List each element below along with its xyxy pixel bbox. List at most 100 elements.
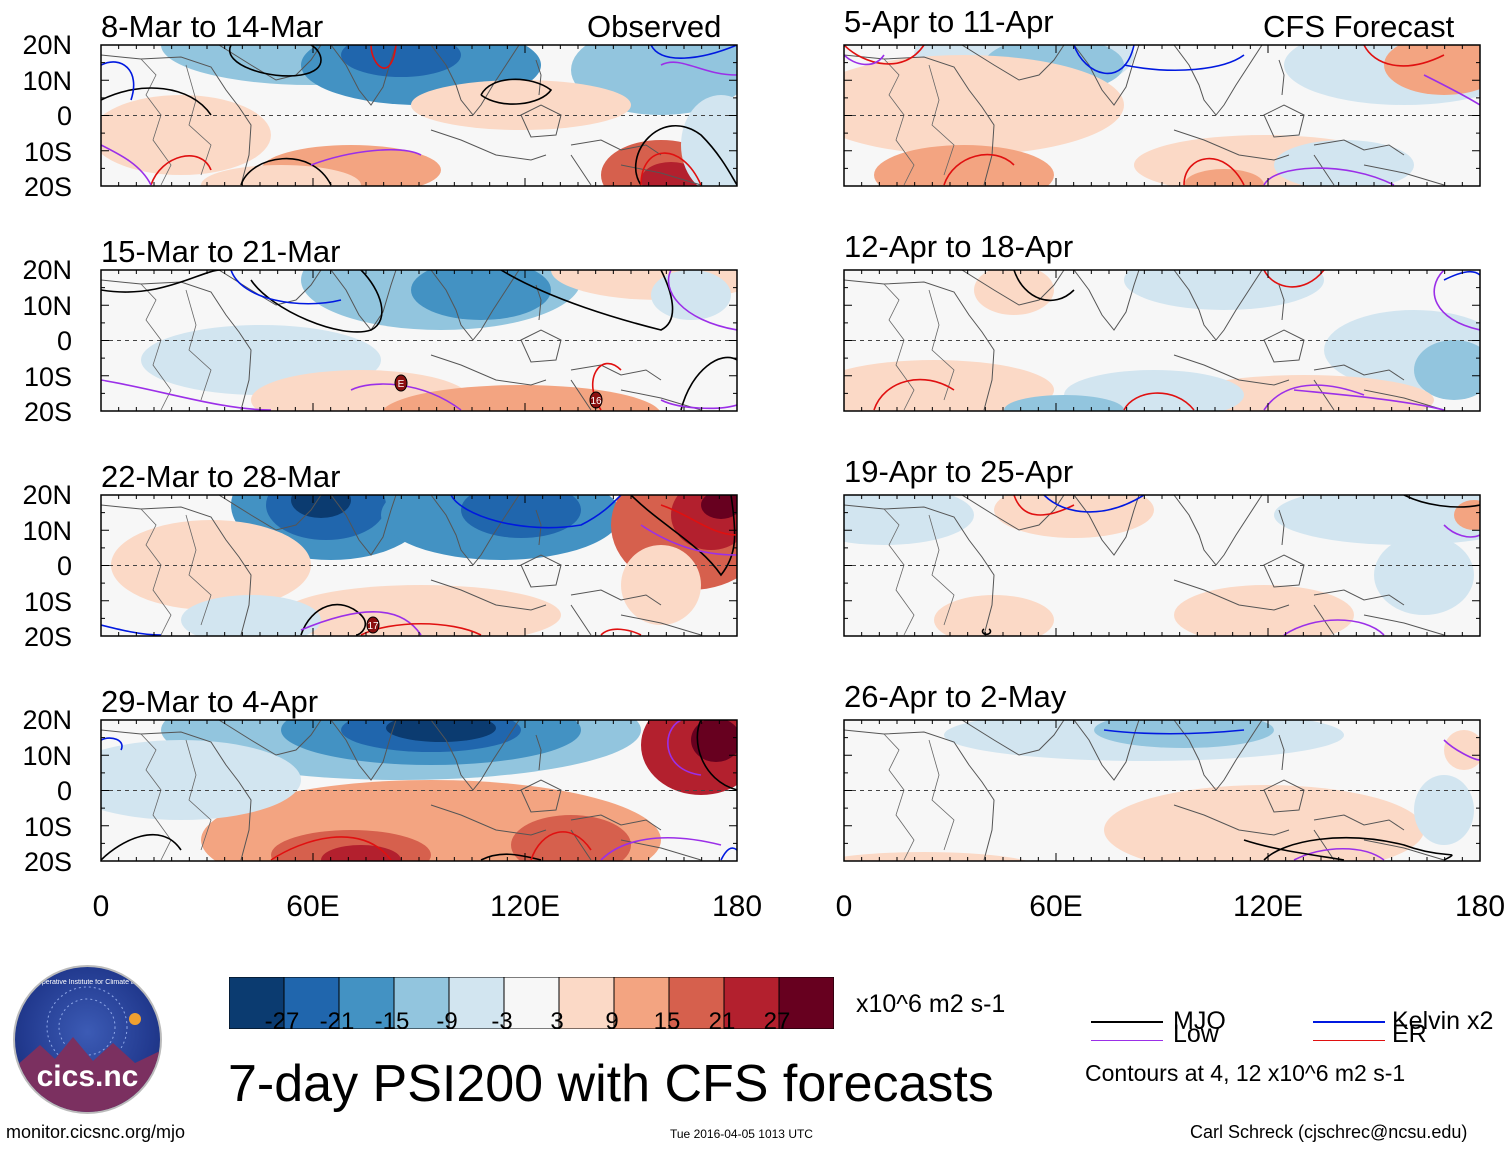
psi-anomaly-shade	[1124, 270, 1324, 310]
low-contour	[844, 54, 885, 66]
psi-anomaly-shade	[994, 495, 1154, 538]
low-contour	[640, 524, 737, 556]
logo-text: cics.nc	[36, 1060, 139, 1093]
psi-anomaly-shade	[701, 495, 737, 519]
map-panel	[100, 719, 738, 862]
mjo-contour	[696, 720, 737, 791]
low-contour	[310, 149, 422, 166]
psi-anomaly-shade	[386, 720, 496, 742]
colorbar-units: x10^6 m2 s-1	[856, 990, 1006, 1018]
lat-label: 10N	[22, 741, 72, 771]
mjo-contour	[250, 270, 383, 333]
kelvin-contour	[1043, 495, 1145, 513]
lon-label: 0	[92, 890, 110, 923]
psi-anomaly-shade	[934, 595, 1054, 636]
er-contour	[370, 45, 397, 69]
cics-logo: Cooperative Institute for Climate and Sa…	[13, 965, 162, 1114]
psi-anomaly-shade	[691, 720, 737, 762]
kelvin-contour	[101, 737, 123, 751]
cfs-forecast-label: CFS Forecast	[1263, 9, 1455, 44]
colorbar-swatch	[778, 977, 834, 1029]
er-contour	[873, 378, 955, 411]
psi-anomaly-shade	[1274, 140, 1414, 186]
panel-title: 22-Mar to 28-Mar	[101, 459, 341, 494]
er-contour	[1123, 392, 1195, 411]
mjo-contour	[1013, 270, 1075, 302]
psi-anomaly-shade	[1184, 169, 1264, 186]
map-panel	[843, 719, 1481, 862]
kelvin-contour	[230, 270, 342, 305]
panel-title: 29-Mar to 4-Apr	[101, 684, 319, 719]
lon-label: 0	[835, 890, 853, 923]
psi-anomaly-shade	[844, 495, 974, 545]
kelvin-contour	[720, 847, 737, 861]
panel-title: 15-Mar to 21-Mar	[101, 234, 341, 269]
mjo-contour	[500, 270, 674, 331]
psi-anomaly-shade	[461, 495, 581, 538]
panel-title: 5-Apr to 11-Apr	[844, 4, 1054, 39]
map-panel: E 16	[100, 269, 738, 412]
psi-anomaly-shade	[844, 852, 1028, 861]
storm-marker	[394, 374, 408, 392]
map-panel	[100, 44, 738, 187]
kelvin-contour	[1103, 729, 1245, 735]
low-contour	[660, 399, 737, 410]
psi-anomaly-shade	[1104, 785, 1424, 861]
psi-anomaly-shade	[341, 45, 461, 77]
kelvin-contour	[450, 495, 622, 529]
lat-label: 0	[56, 101, 72, 131]
colorbar	[229, 977, 834, 1029]
er-contour	[600, 628, 642, 636]
map-panel	[843, 44, 1481, 187]
psi-anomaly-shade	[1274, 495, 1480, 545]
lon-label: 120E	[489, 890, 561, 923]
footer-url[interactable]: monitor.cicsnc.org/mjo	[6, 1122, 186, 1142]
psi-anomaly-shade	[101, 740, 301, 820]
colorbar-swatch	[613, 977, 670, 1029]
mjo-contour	[480, 78, 553, 105]
low-contour	[1443, 739, 1480, 761]
low-contour	[667, 720, 702, 776]
map-panel: 17	[100, 494, 738, 637]
kelvin-contour	[101, 624, 162, 636]
colorbar-tick: 9	[605, 1008, 619, 1035]
colorbar-tick: -27	[264, 1008, 300, 1035]
psi-anomaly-shade	[201, 165, 361, 186]
colorbar-swatch	[723, 977, 780, 1029]
lat-label: 20N	[22, 30, 72, 60]
colorbar-tick: 21	[708, 1008, 736, 1035]
colorbar-tick: 15	[653, 1008, 681, 1035]
colorbar-swatch	[283, 977, 340, 1029]
psi-anomaly-shade	[974, 270, 1054, 315]
low-contour	[300, 611, 422, 636]
psi-anomaly-shade	[1004, 395, 1124, 411]
lat-label: 10S	[23, 362, 72, 392]
psi-anomaly-shade	[181, 595, 321, 636]
er-contour	[1363, 45, 1445, 67]
mjo-contour	[480, 853, 542, 861]
lat-label: 0	[56, 551, 72, 581]
kelvin-contour	[1073, 45, 1135, 75]
storm-marker	[366, 616, 380, 634]
lon-label: 180	[711, 890, 763, 923]
map-panel	[843, 269, 1481, 412]
low-contour	[1293, 847, 1385, 861]
psi-anomaly-shade	[1444, 730, 1480, 770]
lon-label: 60E	[286, 890, 340, 923]
er-contour	[530, 831, 592, 861]
lat-label: 20N	[22, 705, 72, 735]
mjo-contour	[101, 833, 182, 861]
er-contour	[844, 45, 925, 65]
mjo-contour	[228, 45, 322, 77]
lon-label: 60E	[1029, 890, 1083, 923]
colorbar-tick: -3	[491, 1008, 513, 1035]
psi-anomaly-shade	[411, 80, 631, 130]
mjo-contour	[101, 270, 222, 293]
kelvin-contour	[101, 61, 135, 101]
low-contour	[1263, 384, 1365, 411]
colorbar-swatch	[448, 977, 505, 1029]
lat-label: 20S	[23, 847, 72, 877]
logo-art	[15, 986, 160, 1112]
kelvin-contour	[650, 45, 737, 59]
storm-marker-label: E	[398, 379, 405, 390]
